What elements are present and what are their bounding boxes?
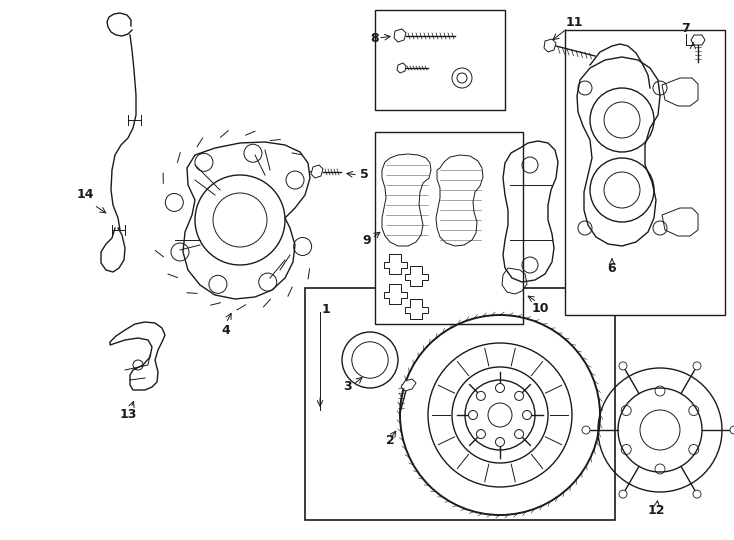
Circle shape (523, 410, 531, 420)
Text: 8: 8 (371, 31, 379, 44)
Text: 6: 6 (608, 261, 617, 274)
Text: 12: 12 (647, 503, 665, 516)
Circle shape (619, 362, 627, 370)
Polygon shape (401, 379, 416, 391)
Bar (305, 288, 615, 520)
Text: 9: 9 (363, 233, 371, 246)
Bar (375, 132, 523, 324)
Polygon shape (311, 165, 323, 178)
Circle shape (476, 392, 485, 400)
Circle shape (495, 383, 504, 393)
Polygon shape (397, 63, 406, 73)
Text: 10: 10 (531, 301, 549, 314)
Circle shape (730, 426, 734, 434)
Bar (565, 30, 725, 315)
Text: 13: 13 (120, 408, 137, 422)
Circle shape (619, 490, 627, 498)
Circle shape (468, 410, 478, 420)
Circle shape (693, 490, 701, 498)
Circle shape (515, 430, 523, 438)
Text: 2: 2 (385, 434, 394, 447)
Circle shape (693, 362, 701, 370)
Circle shape (495, 437, 504, 447)
Text: 11: 11 (565, 16, 583, 29)
Text: 5: 5 (360, 168, 368, 181)
Circle shape (582, 426, 590, 434)
Text: 14: 14 (76, 188, 94, 201)
Polygon shape (691, 35, 705, 45)
Bar (375, 10, 505, 110)
Circle shape (515, 392, 523, 400)
Text: 3: 3 (344, 381, 352, 394)
Text: 1: 1 (322, 303, 331, 316)
Text: 7: 7 (682, 22, 691, 35)
Polygon shape (544, 39, 556, 52)
Circle shape (476, 430, 485, 438)
Polygon shape (394, 29, 406, 42)
Text: 4: 4 (222, 323, 230, 336)
